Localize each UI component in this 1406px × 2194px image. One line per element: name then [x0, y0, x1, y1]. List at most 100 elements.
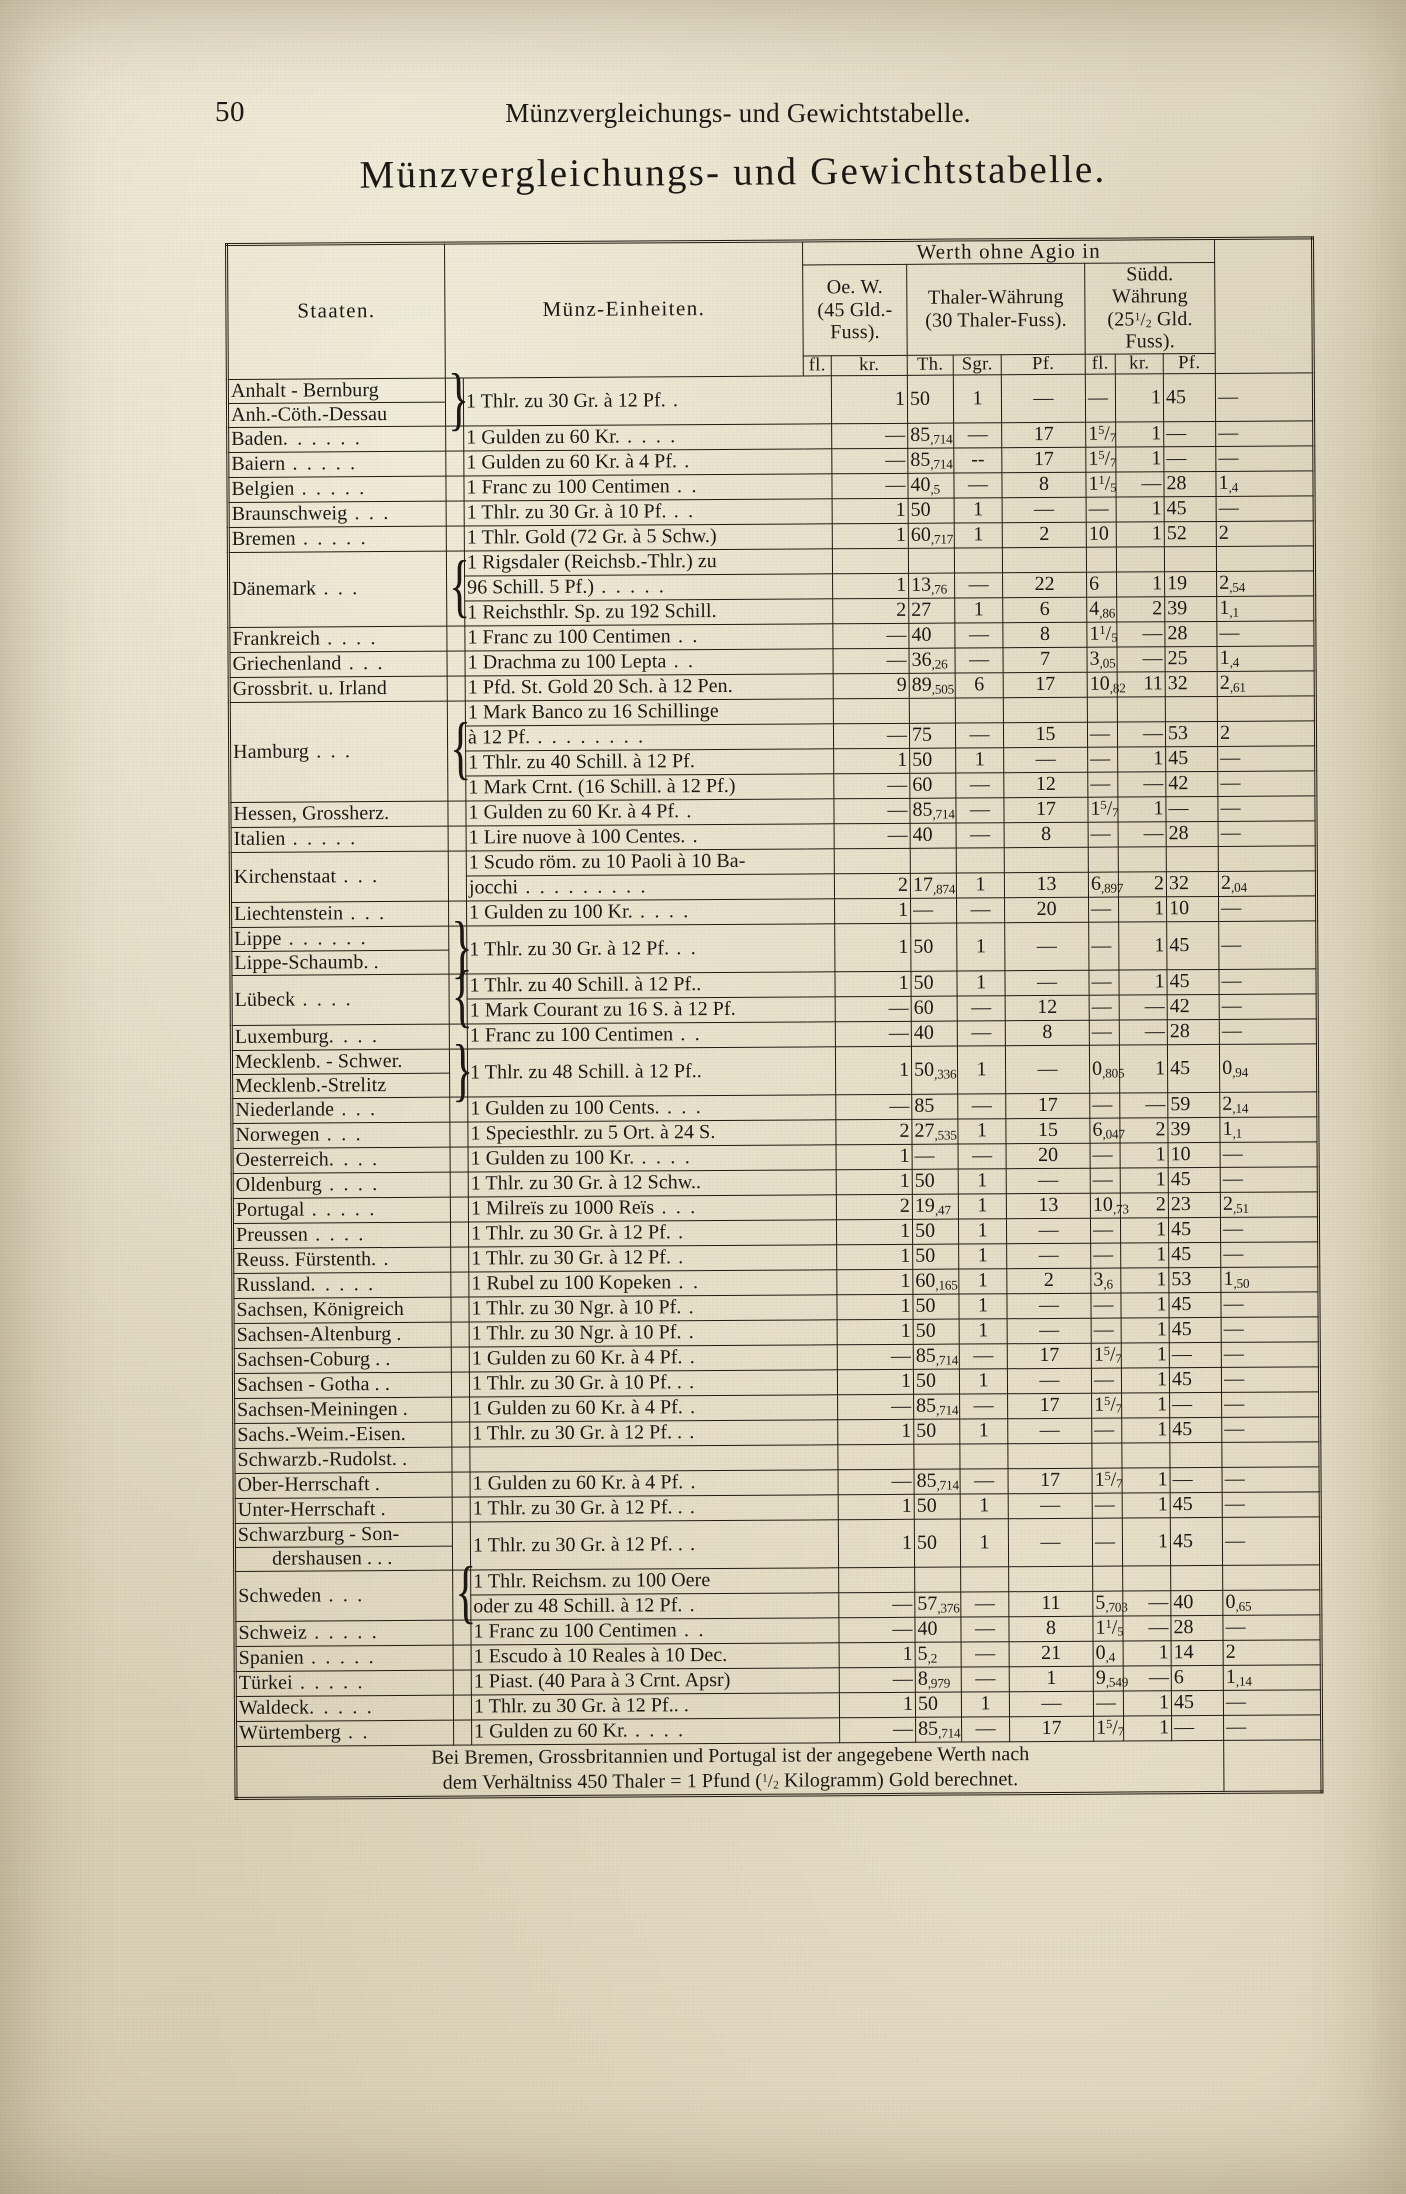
value-kr2: 23: [1168, 1192, 1221, 1218]
value-fl2: 2: [1118, 871, 1167, 897]
value-fl2: 1: [1121, 1467, 1171, 1493]
value-pf: 15/7: [1091, 1467, 1123, 1494]
currency-table-wrapper: Staaten. Münz-Einheiten. Werth ohne Agio…: [225, 236, 1324, 1800]
value-kr: 27: [908, 597, 955, 624]
value-kr: 50: [910, 970, 958, 997]
value-fl2: 1: [1123, 1690, 1172, 1716]
value-fl: 1: [833, 748, 910, 774]
value-fl: —: [837, 1344, 914, 1370]
value-pf: 11/5: [1086, 621, 1117, 648]
value-th: —: [953, 472, 1003, 498]
value-fl2: 1: [1117, 796, 1167, 822]
value-pf2: —: [1220, 1216, 1319, 1243]
value-fl2: 1: [1121, 1317, 1170, 1343]
group-brace: [447, 800, 467, 826]
leader-dots: .: [376, 1248, 391, 1271]
value-kr: 36,26: [908, 647, 956, 674]
group-brace: [451, 1321, 470, 1347]
unit-text: 1 Piast. (40 Para à 3 Crnt. Apsr): [473, 1669, 731, 1693]
value-sgr: 17: [1008, 1468, 1093, 1494]
group-brace: }: [445, 360, 469, 438]
value-fl2: 1: [1121, 1342, 1170, 1368]
value-pf: —: [1088, 896, 1119, 923]
value-sgr: —: [1006, 1218, 1091, 1244]
unit-text: 1 Thlr. zu 30 Gr. à 10 Pf.: [466, 500, 667, 524]
value-pf: 9,549: [1093, 1665, 1128, 1692]
value-fl: 2: [835, 1119, 913, 1145]
value-sgr: —: [1006, 1293, 1092, 1319]
value-kr: 60,165: [912, 1268, 959, 1295]
value-sgr: 8: [1001, 472, 1087, 498]
value-fl2: 2: [1119, 1117, 1169, 1143]
value-empty: [1121, 1442, 1170, 1468]
value-th: 1: [957, 1045, 1006, 1094]
group-brace: [450, 1296, 470, 1322]
value-kr: 75: [909, 722, 956, 749]
state-name: Hamburg: [233, 740, 310, 763]
group-brace: [449, 1121, 469, 1147]
value-pf2: 2: [1216, 520, 1315, 547]
value-empty: [959, 1443, 1009, 1469]
value-pf2: 2,54: [1216, 570, 1315, 597]
value-th: 1: [956, 872, 1005, 898]
value-fl2: —: [1119, 1092, 1168, 1118]
unit-leader-dots: . .: [666, 650, 696, 673]
value-kr2: —: [1165, 796, 1219, 822]
row-unit: 1 Gulden zu 60 Kr. . . . .: [463, 423, 832, 451]
group-brace: {: [446, 546, 470, 626]
value-pf: —: [1088, 921, 1119, 971]
state-name: Dänemark: [232, 577, 317, 601]
leader-dots: . . . .: [307, 1223, 366, 1246]
header-oew-sub: (45 Gld.-Fuss).: [817, 298, 893, 344]
value-kr: 50: [912, 1293, 960, 1320]
value-empty: [1003, 697, 1088, 723]
group-brace: [450, 1271, 469, 1297]
value-pf: —: [1090, 1167, 1121, 1194]
value-fl: 1: [836, 1244, 913, 1270]
value-kr2: —: [1163, 446, 1217, 472]
footnote-fraction: 1/2: [761, 1770, 779, 1792]
leader-dots: . . . . . .: [281, 927, 368, 950]
state-name: Unter-Herrschaft .: [237, 1498, 386, 1522]
value-pf: 6,897: [1088, 871, 1123, 898]
value-th: —: [955, 722, 1004, 748]
value-kr2: 45: [1170, 1517, 1223, 1566]
row-state: Hamburg . . .: [229, 700, 448, 803]
unit-text: 1 Thlr. zu 30 Ngr. à 10 Pf.: [471, 1321, 682, 1345]
group-brace: [445, 475, 465, 501]
leader-dots: . . . . .: [295, 527, 368, 550]
unit-leader-dots: .: [665, 389, 681, 412]
value-fl2: —: [1117, 721, 1166, 747]
value-fl: —: [831, 448, 908, 474]
unit-leader-dots: .: [676, 450, 692, 473]
value-fl: 2: [836, 1194, 913, 1220]
value-pf2: —: [1215, 372, 1314, 422]
value-kr2: 10: [1166, 896, 1219, 922]
value-th: 1: [956, 922, 1005, 971]
value-kr2: —: [1171, 1715, 1224, 1741]
value-pf2: —: [1221, 1366, 1320, 1393]
value-kr: 57,376: [914, 1591, 961, 1618]
state-name: Griechenland: [232, 652, 342, 676]
group-brace: [450, 1196, 469, 1222]
value-sgr: 17: [1003, 797, 1089, 823]
value-th: —: [958, 1143, 1007, 1169]
unit-leader-dots: .: [679, 800, 694, 823]
unit-leader-dots: . . . .: [627, 1719, 686, 1742]
value-th: 1: [954, 522, 1003, 548]
state-name: Liechtenstein: [234, 902, 344, 926]
value-kr: 60: [911, 995, 958, 1022]
value-empty: [1116, 546, 1165, 572]
value-kr2: 45: [1168, 1167, 1221, 1193]
brace-glyph: {: [448, 546, 471, 625]
value-kr: 40,5: [907, 472, 955, 499]
value-pf: 10: [1086, 521, 1117, 548]
value-pf: —: [1087, 771, 1118, 798]
row-unit: 1 Mark Crnt. (16 Schill. à 12 Pf.): [465, 773, 834, 801]
value-fl: 1: [839, 1692, 916, 1718]
unit-text: 1 Thlr. zu 30 Gr. à 12 Pf.: [465, 389, 666, 413]
value-fl2: —: [1115, 471, 1165, 497]
value-pf2: 2,14: [1219, 1091, 1318, 1118]
footnote-row: Bei Bremen, Grossbritannien und Portugal…: [235, 1740, 1322, 1799]
value-fl2: 1: [1120, 1167, 1169, 1193]
